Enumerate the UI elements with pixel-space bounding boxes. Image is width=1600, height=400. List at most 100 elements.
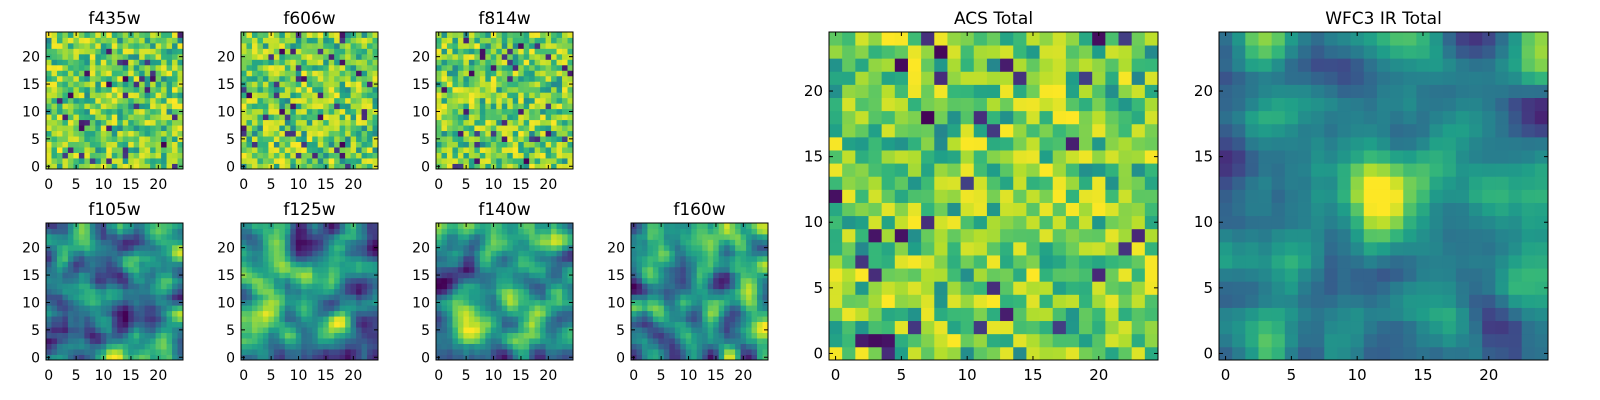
heatmap-cell: [436, 152, 442, 159]
heatmap-cell: [485, 81, 492, 88]
heatmap-cell: [312, 130, 319, 137]
heatmap-cell: [111, 119, 118, 126]
heatmap-cell: [718, 321, 725, 328]
heatmap-cell: [474, 158, 481, 164]
heatmap-cell: [111, 321, 118, 328]
heatmap-cell: [474, 152, 481, 159]
heatmap-cell: [479, 327, 486, 333]
heatmap-cell: [284, 277, 291, 284]
heatmap-cell: [161, 64, 167, 71]
heatmap-cell: [317, 233, 324, 240]
heatmap-cell: [652, 288, 659, 295]
heatmap-cell: [960, 320, 975, 335]
heatmap-cell: [441, 42, 448, 49]
heatmap-cell: [150, 338, 156, 344]
heatmap-cell: [485, 316, 492, 323]
heatmap-cell: [490, 244, 497, 251]
heatmap-cell: [567, 70, 574, 77]
heatmap-cell: [161, 266, 167, 273]
heatmap-cell: [241, 141, 247, 148]
heatmap-cell: [67, 343, 74, 350]
heatmap-cell: [894, 215, 909, 230]
x-tick-label: 5: [462, 368, 471, 384]
heatmap-cell: [177, 125, 184, 132]
heatmap-cell: [496, 261, 503, 268]
heatmap-cell: [155, 349, 162, 355]
heatmap-cell: [534, 147, 541, 153]
heatmap-cell: [441, 53, 448, 60]
heatmap-cell: [1105, 189, 1119, 203]
heatmap-cell: [757, 277, 763, 284]
heatmap-cells: [436, 32, 574, 170]
heatmap-cell: [496, 244, 503, 251]
heatmap-cell: [95, 108, 102, 115]
heatmap-cell: [257, 103, 264, 110]
heatmap-cell: [350, 53, 357, 60]
heatmap-cell: [881, 189, 896, 203]
heatmap-cell: [133, 244, 140, 251]
heatmap-cell: [133, 255, 140, 262]
heatmap-cell: [740, 343, 747, 350]
heatmap-cell: [718, 294, 725, 301]
heatmap-cell: [172, 321, 178, 328]
heatmap-cell: [350, 343, 357, 350]
heatmap-cell: [345, 70, 351, 77]
heatmap-cell: [361, 250, 368, 257]
heatmap-cell: [685, 228, 692, 235]
heatmap-cell: [128, 332, 135, 339]
heatmap-cell: [463, 310, 470, 317]
heatmap-cell: [751, 239, 758, 246]
heatmap-cell: [290, 288, 297, 295]
y-tick-label: 15: [412, 268, 430, 284]
heatmap-cell: [518, 283, 525, 290]
heatmap-cell: [356, 158, 362, 164]
heatmap-cell: [111, 294, 118, 301]
heatmap-cell: [685, 244, 692, 251]
heatmap-cell: [133, 136, 140, 142]
heatmap-cell: [328, 261, 335, 268]
heatmap-cell: [523, 32, 530, 38]
heatmap-cell: [746, 228, 752, 235]
heatmap-cell: [284, 136, 291, 142]
heatmap-cell: [177, 158, 184, 164]
heatmap-cell: [1105, 215, 1119, 230]
heatmap-cell: [350, 277, 357, 284]
heatmap-cell: [284, 244, 291, 251]
heatmap-cell: [441, 97, 448, 104]
heatmap-cell: [106, 354, 113, 361]
heatmap-cell: [334, 130, 341, 137]
heatmap-cell: [339, 332, 346, 339]
heatmap-cell: [111, 250, 118, 257]
heatmap-cell: [284, 233, 291, 240]
heatmap-cell: [78, 119, 85, 126]
heatmap-cell: [441, 266, 448, 273]
heatmap-cell: [518, 136, 525, 142]
heatmap-cell: [67, 255, 74, 262]
heatmap-cell: [334, 228, 341, 235]
heatmap-cell: [139, 48, 146, 55]
heatmap-cell: [46, 70, 52, 77]
heatmap-cell: [172, 92, 178, 99]
heatmap-cell: [84, 272, 91, 279]
heatmap-cell: [144, 299, 151, 306]
heatmap-cell: [556, 152, 563, 159]
heatmap-cell: [100, 327, 107, 333]
heatmap-cell: [718, 239, 725, 246]
heatmap-cell: [128, 158, 135, 164]
heatmap-cell: [658, 327, 665, 333]
heatmap-cell: [534, 130, 541, 137]
heatmap-cell: [1131, 228, 1146, 243]
heatmap-cell: [361, 354, 368, 361]
heatmap-cell: [556, 305, 563, 312]
heatmap-cell: [51, 108, 58, 115]
panel-title: f435w: [88, 9, 140, 29]
heatmap-cell: [501, 97, 508, 104]
heatmap-cell: [446, 136, 453, 142]
heatmap-cell: [567, 349, 574, 355]
heatmap-cell: [284, 97, 291, 104]
heatmap-cell: [350, 70, 357, 77]
heatmap-cell: [251, 228, 258, 235]
heatmap-cell: [317, 141, 324, 148]
heatmap-cell: [512, 75, 519, 82]
heatmap-cell: [1144, 346, 1159, 361]
